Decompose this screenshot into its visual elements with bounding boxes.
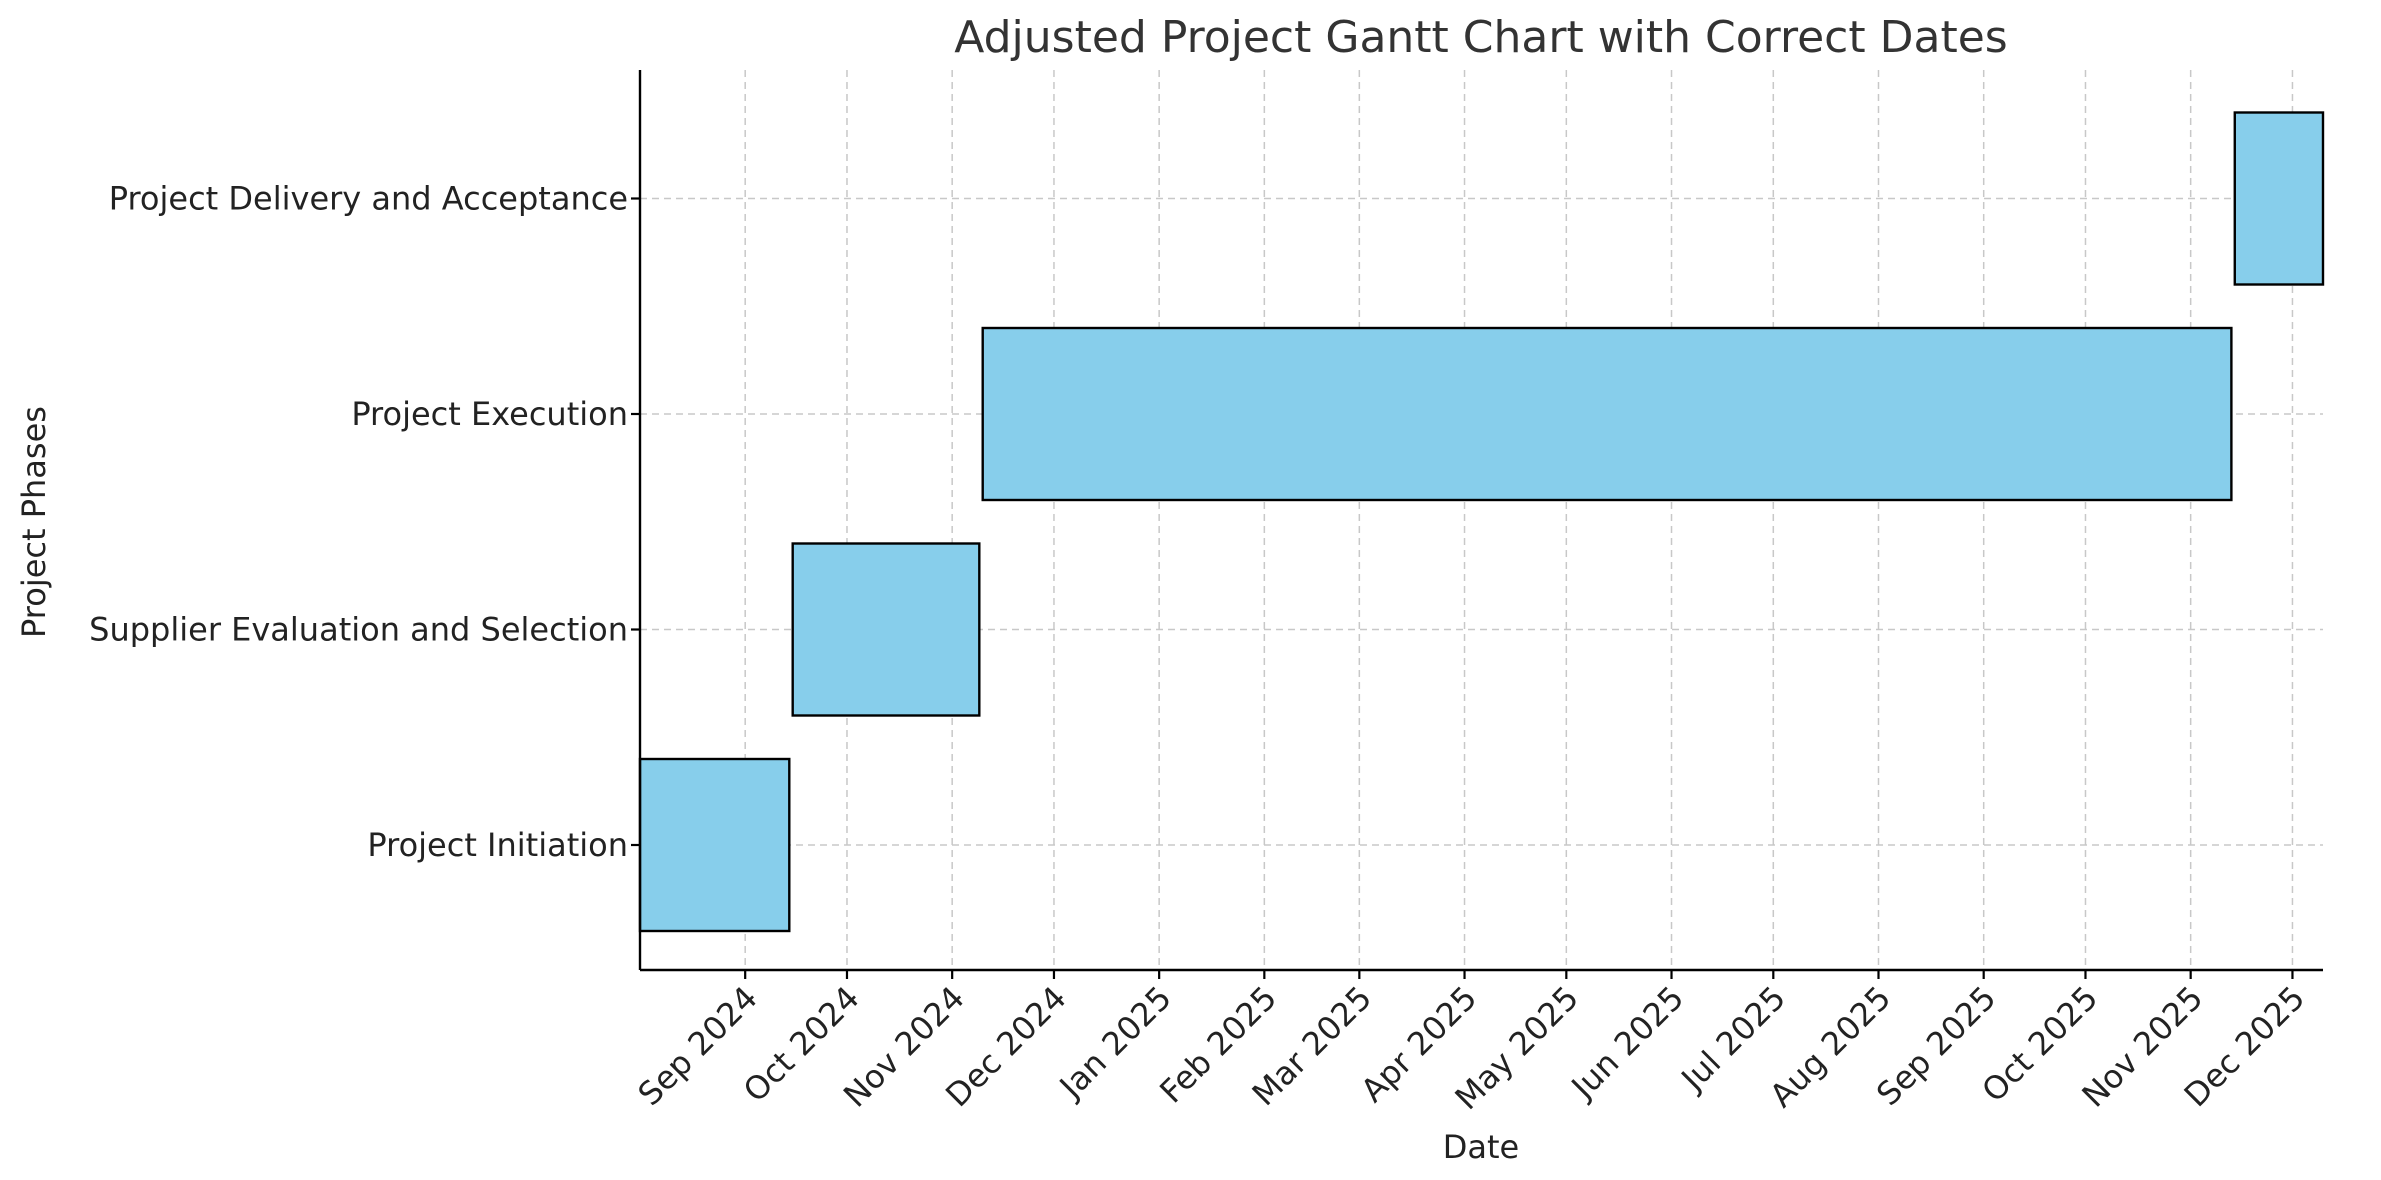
- gantt-bar: [638, 757, 791, 933]
- gantt-bar: [791, 542, 981, 717]
- bar-layer: [638, 111, 2325, 933]
- x-tick-label: Jun 2025: [1563, 979, 1691, 1107]
- y-axis-label: Project Phases: [15, 406, 53, 638]
- y-category-label: Supplier Evaluation and Selection: [89, 611, 628, 649]
- chart-title: Adjusted Project Gantt Chart with Correc…: [954, 12, 2007, 63]
- y-category-label: Project Initiation: [367, 826, 628, 864]
- axis-layer: [638, 70, 2323, 972]
- x-tick-label: Sep 2024: [631, 979, 765, 1113]
- y-category-label: Project Delivery and Acceptance: [109, 180, 628, 218]
- y-category-label: Project Execution: [351, 395, 628, 433]
- x-axis-label: Date: [1443, 1128, 1519, 1166]
- gantt-bar: [981, 326, 2233, 502]
- gantt-bar: [2233, 111, 2325, 286]
- grid-layer: [640, 70, 2323, 970]
